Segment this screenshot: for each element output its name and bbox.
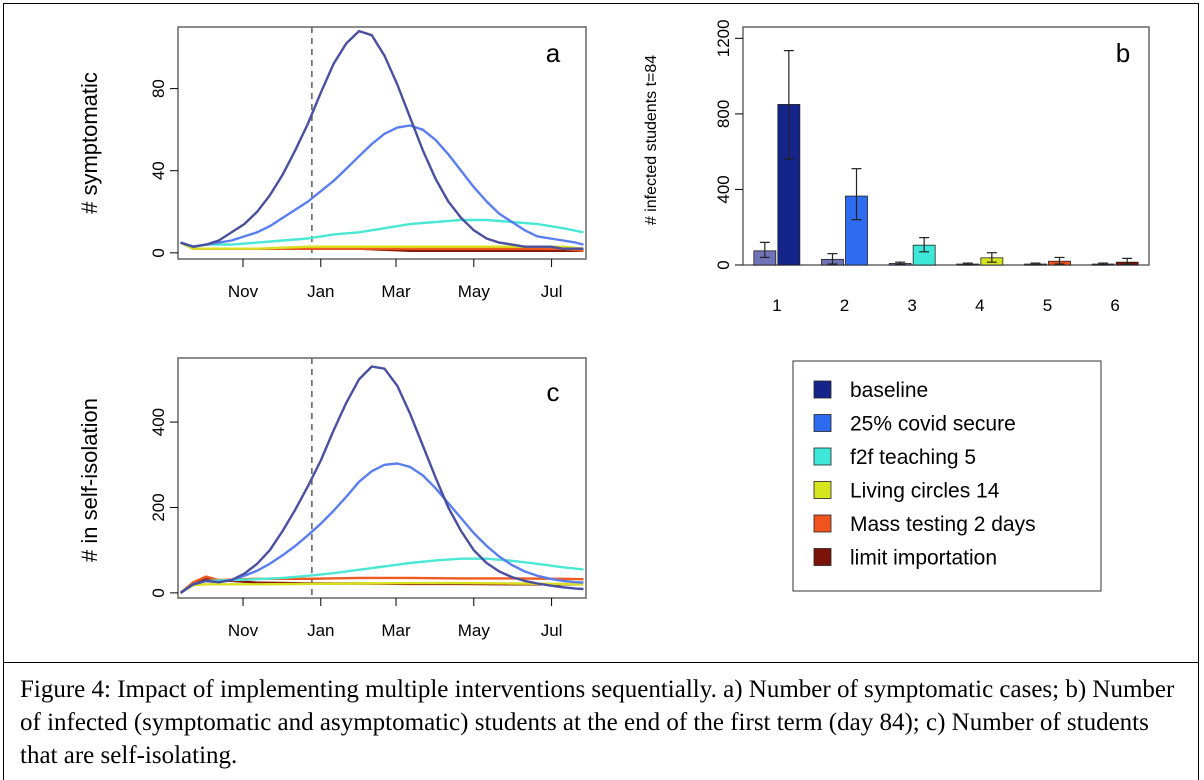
panel-a-xtick-label: May bbox=[458, 282, 491, 301]
panel-a-series-f2f-teaching-5 bbox=[180, 218, 584, 248]
panel-c-letter: c bbox=[547, 377, 560, 407]
panel-b-ylabel: # infected students t=84 bbox=[643, 55, 660, 225]
figure-caption: Figure 4: Impact of implementing multipl… bbox=[20, 676, 1175, 769]
panel-a-letter: a bbox=[546, 38, 561, 68]
panel-c-series-25-covid-secure bbox=[179, 462, 584, 594]
legend-label: Living circles 14 bbox=[850, 480, 1000, 503]
panel-b-xtick-label: 6 bbox=[1110, 296, 1119, 315]
legend-swatch bbox=[813, 414, 832, 432]
panel-c-frame bbox=[177, 357, 587, 599]
panel-a-ytick-label: 0 bbox=[149, 248, 168, 257]
panel-c-xtick-label: Nov bbox=[228, 621, 259, 640]
legend-swatch bbox=[813, 548, 832, 566]
panel-b-xtick-label: 5 bbox=[1043, 296, 1052, 315]
panel-c-xtick-label: May bbox=[458, 621, 491, 640]
panel-a: a # symptomatic 0 40 80 Nov Jan Mar May Jul bbox=[77, 26, 587, 301]
panel-a-ylabel: # symptomatic bbox=[77, 72, 102, 214]
legend-label: limit importation bbox=[850, 547, 997, 570]
panel-b-xtick-label: 3 bbox=[907, 296, 916, 315]
panel-a-frame bbox=[177, 26, 587, 260]
legend-label: Mass testing 2 days bbox=[850, 513, 1036, 536]
legend-swatch bbox=[813, 514, 832, 533]
legend-swatch bbox=[813, 447, 832, 466]
legend-swatch bbox=[813, 380, 832, 399]
panel-c-series-living-circles-14 bbox=[179, 581, 584, 594]
panel-c-ytick-label: 0 bbox=[149, 588, 168, 597]
caption-frame: Figure 4: Impact of implementing multipl… bbox=[3, 662, 1199, 780]
legend-label: 25% covid secure bbox=[850, 413, 1016, 436]
panel-b-ytick-label: 800 bbox=[714, 100, 733, 128]
panel-b-ytick-label: 400 bbox=[714, 175, 733, 203]
panel-a-xtick-label: Mar bbox=[381, 282, 411, 301]
panel-b-xtick-label: 2 bbox=[840, 296, 849, 315]
panel-b-letter: b bbox=[1116, 38, 1130, 68]
panel-c-ytick-label: 400 bbox=[149, 408, 168, 436]
panel-a-series-baseline bbox=[180, 29, 584, 250]
panel-a-xtick-label: Nov bbox=[228, 282, 259, 301]
panel-a-series-25-covid-secure bbox=[180, 124, 584, 248]
legend-swatch bbox=[813, 481, 832, 499]
panel-c-ytick-label: 200 bbox=[149, 493, 168, 521]
panel-a-ytick-label: 40 bbox=[149, 161, 168, 180]
panel-c-xtick-label: Jul bbox=[541, 621, 563, 640]
panel-a-xtick-label: Jan bbox=[307, 282, 334, 301]
panel-b-ytick-label: 1200 bbox=[714, 19, 733, 57]
panel-c-ylabel: # in self-isolation bbox=[77, 398, 102, 562]
panel-c-xtick-label: Jan bbox=[307, 621, 334, 640]
panel-b: b # infected students t=84 0 400 800 1200 1… bbox=[643, 19, 1150, 315]
panel-a-ytick-label: 80 bbox=[149, 79, 168, 98]
panel-c-series-baseline bbox=[179, 365, 584, 594]
legend-frame bbox=[792, 360, 1102, 592]
panel-b-xtick-label: 1 bbox=[772, 296, 781, 315]
panel-c: c # in self-isolation 0 200 400 Nov Jan Mar M… bbox=[77, 357, 587, 640]
panel-b-ytick-label: 0 bbox=[714, 260, 733, 269]
panel-b-frame bbox=[742, 26, 1150, 266]
legend-label: baseline bbox=[850, 379, 928, 402]
legend-label: f2f teaching 5 bbox=[850, 446, 976, 469]
panel-c-xtick-label: Mar bbox=[381, 621, 411, 640]
panel-a-xtick-label: Jul bbox=[541, 282, 563, 301]
legend: baseline 25% covid secure f2f teaching 5 Li… bbox=[792, 360, 1102, 592]
panel-b-xtick-label: 4 bbox=[975, 296, 984, 315]
